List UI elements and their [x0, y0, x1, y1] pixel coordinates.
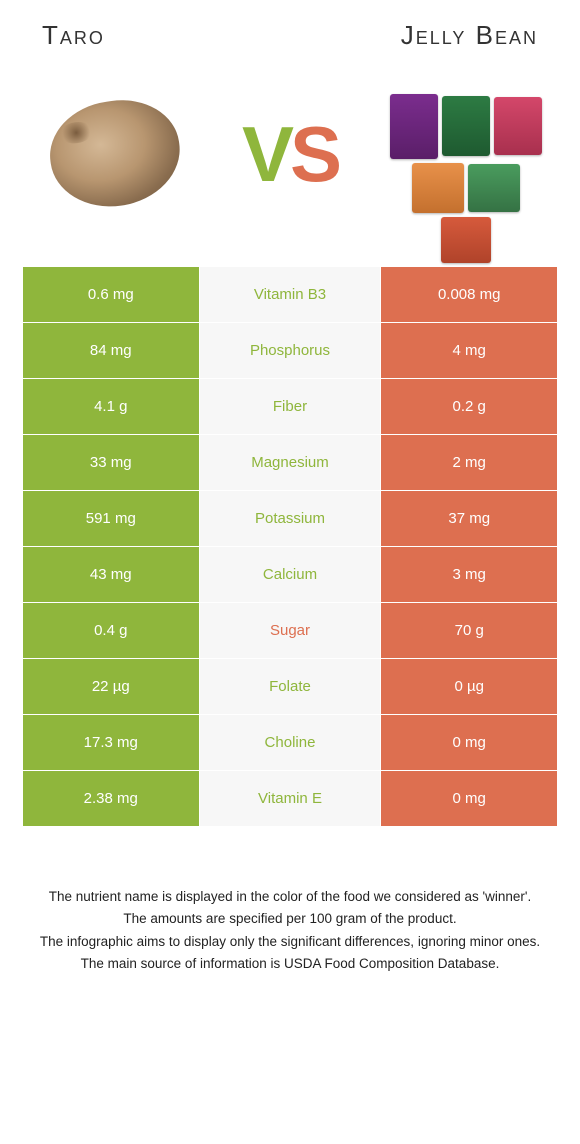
- nutrient-label-cell: Folate: [199, 659, 381, 715]
- jellybean-image: [383, 91, 548, 216]
- right-value-cell: 0 µg: [381, 659, 558, 715]
- footer-line: The amounts are specified per 100 gram o…: [32, 909, 548, 929]
- vs-label: VS: [242, 115, 338, 193]
- left-value-cell: 4.1 g: [23, 379, 200, 435]
- right-value-cell: 2 mg: [381, 435, 558, 491]
- nutrient-label-cell: Vitamin E: [199, 771, 381, 827]
- table-row: 17.3 mgCholine0 mg: [23, 715, 558, 771]
- nutrient-label-cell: Sugar: [199, 603, 381, 659]
- right-value-cell: 0.2 g: [381, 379, 558, 435]
- left-value-cell: 2.38 mg: [23, 771, 200, 827]
- taro-image: [32, 91, 197, 216]
- footer-line: The nutrient name is displayed in the co…: [32, 887, 548, 907]
- right-value-cell: 0 mg: [381, 715, 558, 771]
- header-row: Taro Jelly Bean: [22, 20, 558, 51]
- footer-notes: The nutrient name is displayed in the co…: [22, 887, 558, 974]
- nutrient-label-cell: Magnesium: [199, 435, 381, 491]
- left-value-cell: 84 mg: [23, 323, 200, 379]
- left-value-cell: 0.4 g: [23, 603, 200, 659]
- images-row: VS: [22, 91, 558, 216]
- left-value-cell: 0.6 mg: [23, 267, 200, 323]
- nutrient-label-cell: Choline: [199, 715, 381, 771]
- left-value-cell: 591 mg: [23, 491, 200, 547]
- nutrient-table: 0.6 mgVitamin B30.008 mg84 mgPhosphorus4…: [22, 266, 558, 827]
- vs-v: V: [242, 115, 290, 193]
- table-row: 4.1 gFiber0.2 g: [23, 379, 558, 435]
- nutrient-label-cell: Vitamin B3: [199, 267, 381, 323]
- right-value-cell: 0 mg: [381, 771, 558, 827]
- table-row: 0.4 gSugar70 g: [23, 603, 558, 659]
- left-value-cell: 43 mg: [23, 547, 200, 603]
- right-value-cell: 37 mg: [381, 491, 558, 547]
- right-value-cell: 3 mg: [381, 547, 558, 603]
- nutrient-label-cell: Phosphorus: [199, 323, 381, 379]
- nutrient-label-cell: Calcium: [199, 547, 381, 603]
- left-value-cell: 33 mg: [23, 435, 200, 491]
- nutrient-label-cell: Potassium: [199, 491, 381, 547]
- footer-line: The main source of information is USDA F…: [32, 954, 548, 974]
- left-value-cell: 22 µg: [23, 659, 200, 715]
- nutrient-label-cell: Fiber: [199, 379, 381, 435]
- table-row: 33 mgMagnesium2 mg: [23, 435, 558, 491]
- table-row: 22 µgFolate0 µg: [23, 659, 558, 715]
- table-row: 591 mgPotassium37 mg: [23, 491, 558, 547]
- taro-icon: [43, 92, 186, 214]
- left-value-cell: 17.3 mg: [23, 715, 200, 771]
- jellybean-icon: [386, 94, 546, 214]
- table-row: 2.38 mgVitamin E0 mg: [23, 771, 558, 827]
- vs-s: S: [290, 115, 338, 193]
- right-value-cell: 4 mg: [381, 323, 558, 379]
- table-row: 43 mgCalcium3 mg: [23, 547, 558, 603]
- table-row: 0.6 mgVitamin B30.008 mg: [23, 267, 558, 323]
- footer-line: The infographic aims to display only the…: [32, 932, 548, 952]
- right-value-cell: 70 g: [381, 603, 558, 659]
- title-right: Jelly Bean: [401, 20, 538, 51]
- table-row: 84 mgPhosphorus4 mg: [23, 323, 558, 379]
- title-left: Taro: [42, 20, 105, 51]
- right-value-cell: 0.008 mg: [381, 267, 558, 323]
